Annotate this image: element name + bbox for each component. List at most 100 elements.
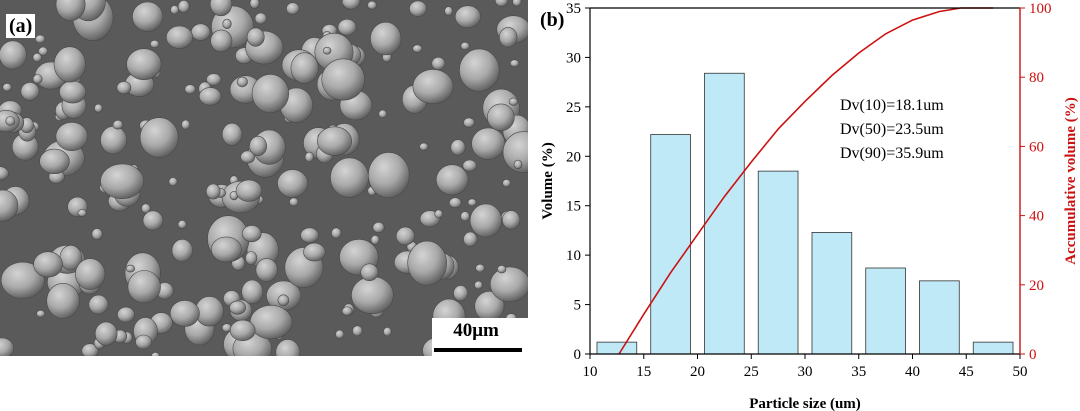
sem-particle: [489, 266, 528, 302]
sem-particle: [229, 319, 256, 342]
sem-particle: [249, 305, 293, 340]
sem-particle: [94, 103, 103, 113]
sem-particle: [126, 48, 162, 80]
y-tick-label: 15: [566, 199, 581, 215]
sem-particle: [169, 300, 200, 327]
sem-particle: [499, 27, 518, 48]
sem-particle: [321, 58, 366, 101]
sem-particle: [235, 179, 263, 202]
sem-particle: [277, 294, 290, 307]
sem-particle: [502, 210, 521, 230]
sem-particle: [378, 109, 388, 119]
sem-particle: [249, 0, 260, 9]
panel-label-b: (b): [540, 9, 565, 31]
sem-particle: [508, 97, 519, 106]
sem-particle: [210, 29, 233, 53]
sem-particle: [100, 163, 145, 200]
sem-particle: [303, 242, 326, 262]
sem-particle: [419, 142, 429, 151]
scale-bar-label: 40μm: [453, 320, 499, 341]
sem-particle: [127, 270, 161, 304]
sem-particle: [352, 325, 363, 337]
sem-particle: [463, 117, 475, 128]
sem-particle: [316, 126, 352, 156]
sem-particle: [444, 6, 453, 16]
sem-particle: [246, 27, 265, 47]
sem-particle: [367, 152, 410, 199]
sem-particle: [453, 285, 469, 302]
x-tick-label: 30: [798, 364, 813, 380]
cumulative-volume-curve: [618, 7, 994, 355]
sem-particle: [463, 231, 478, 247]
sem-particle: [277, 169, 309, 198]
sem-particle: [221, 122, 243, 146]
sem-particle: [0, 189, 19, 222]
panel-label-a: (a): [6, 14, 36, 38]
sem-particle: [290, 52, 319, 84]
sem-particle: [435, 164, 469, 196]
sem-particle: [190, 23, 211, 41]
sem-particle: [351, 276, 394, 315]
y2-tick-label: 60: [1029, 139, 1044, 155]
sem-particle: [46, 282, 80, 319]
sem-particle: [139, 117, 179, 158]
dv-annotation: Dv(50)=23.5um: [840, 121, 944, 138]
sem-particle: [460, 211, 470, 222]
sem-particle: [166, 25, 194, 49]
sem-particle: [77, 209, 87, 217]
sem-particle: [151, 352, 160, 356]
sem-particle: [459, 48, 500, 92]
sem-particle: [434, 209, 444, 219]
sem-particle: [33, 251, 63, 278]
sem-particle: [2, 83, 12, 92]
sem-particle: [210, 236, 242, 263]
y-tick-label: 30: [566, 50, 581, 66]
sem-particle: [251, 74, 289, 114]
y-tick-label: 35: [566, 1, 581, 17]
histogram-bar: [811, 232, 853, 355]
y-tick-label: 20: [566, 149, 581, 165]
sem-particle: [20, 82, 40, 101]
sem-particle: [150, 39, 160, 49]
sem-particle: [331, 227, 342, 239]
x-axis-title: Particle size (um): [749, 396, 861, 411]
sem-particle: [117, 306, 135, 323]
sem-particle: [409, 0, 427, 17]
sem-particle: [5, 116, 16, 126]
sem-particle: [342, 0, 361, 10]
sem-particle: [132, 1, 164, 32]
sem-particle: [448, 197, 462, 209]
sem-particle: [209, 0, 233, 17]
sem-particle: [245, 251, 258, 265]
sem-particle: [88, 294, 109, 315]
sem-particle: [467, 198, 477, 207]
sem-particle: [255, 258, 278, 282]
sem-particle: [412, 44, 423, 53]
y-tick-label: 25: [566, 100, 581, 116]
sem-particle: [431, 56, 446, 71]
sem-particle: [55, 0, 86, 21]
histogram-bar: [596, 341, 638, 355]
sem-particle: [300, 227, 319, 244]
sem-particle: [240, 150, 256, 164]
sem-particle: [171, 239, 193, 263]
sem-particle: [241, 279, 264, 305]
sem-particle: [450, 139, 466, 156]
sem-particle: [412, 69, 454, 105]
sem-particle: [35, 34, 46, 44]
scale-bar-box: 40μm: [432, 318, 528, 356]
sem-particle: [341, 306, 353, 316]
y-tick-label: 5: [574, 298, 582, 314]
sem-particle: [32, 74, 43, 84]
sem-particle: [170, 5, 179, 15]
y2-tick-label: 20: [1029, 278, 1044, 294]
x-tick-label: 50: [1013, 364, 1028, 380]
sem-particle: [55, 122, 89, 152]
sem-particle: [495, 0, 509, 7]
x-tick-label: 45: [959, 364, 974, 380]
sem-particle: [370, 21, 402, 56]
sem-particle: [241, 225, 262, 243]
sem-particle: [39, 148, 70, 174]
sem-particle: [275, 339, 301, 356]
sem-particle: [0, 337, 14, 356]
